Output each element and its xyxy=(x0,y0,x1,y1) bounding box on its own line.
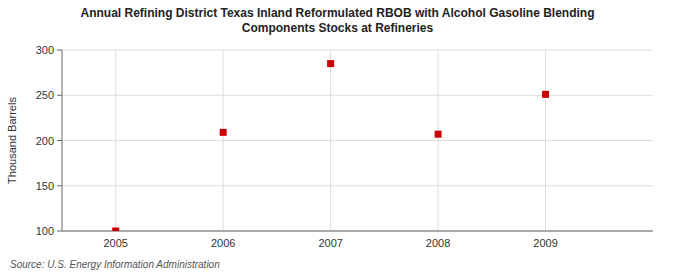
y-tick xyxy=(57,140,62,141)
point xyxy=(435,131,442,138)
y-tick xyxy=(57,185,62,186)
y-axis-line xyxy=(62,50,63,231)
points xyxy=(112,60,549,231)
chart-svg: 100 150 200 250 300 2005 2006 2007 2008 2009 Annua… xyxy=(0,0,675,275)
title-line: Annual Refining District Texas Inland Re… xyxy=(80,6,594,20)
x-grid-line xyxy=(438,50,439,231)
y-tick-label: 250 xyxy=(36,89,54,101)
title: Annual Refining District Texas Inland Re… xyxy=(80,6,594,35)
point xyxy=(327,60,334,67)
y-grid-line xyxy=(62,50,653,51)
grid xyxy=(62,50,653,231)
x-tick-label: 2005 xyxy=(103,237,127,249)
point xyxy=(542,91,549,98)
y-grid-line xyxy=(62,140,653,141)
y-tick xyxy=(57,50,62,51)
y-tick-label: 100 xyxy=(36,225,54,237)
x-grid-line xyxy=(330,50,331,231)
y-tick xyxy=(57,231,62,232)
x-grid-line xyxy=(545,50,546,231)
x-tick-label: 2007 xyxy=(318,237,342,249)
source-note: Source: U.S. Energy Information Administ… xyxy=(10,259,220,270)
y-tick-label: 200 xyxy=(36,135,54,147)
title-line: Components Stocks at Refineries xyxy=(242,21,434,35)
point xyxy=(112,228,119,232)
y-tick xyxy=(57,95,62,96)
x-tick-label: 2006 xyxy=(211,237,235,249)
y-tick-label: 150 xyxy=(36,180,54,192)
y-grid-line xyxy=(62,185,653,186)
x-grid-line xyxy=(115,50,116,231)
point xyxy=(220,129,227,136)
y-tick-label: 300 xyxy=(36,44,54,56)
x-axis-line xyxy=(62,231,653,232)
chart-container: 100 150 200 250 300 2005 2006 2007 2008 2009 Annua… xyxy=(0,0,675,275)
y-axis-label: Thousand Barrels xyxy=(6,97,18,184)
y-grid-line xyxy=(62,95,653,96)
x-tick-label: 2009 xyxy=(533,237,557,249)
x-tick-label: 2008 xyxy=(426,237,450,249)
y-grid-line xyxy=(62,231,653,232)
x-grid-line xyxy=(223,50,224,231)
